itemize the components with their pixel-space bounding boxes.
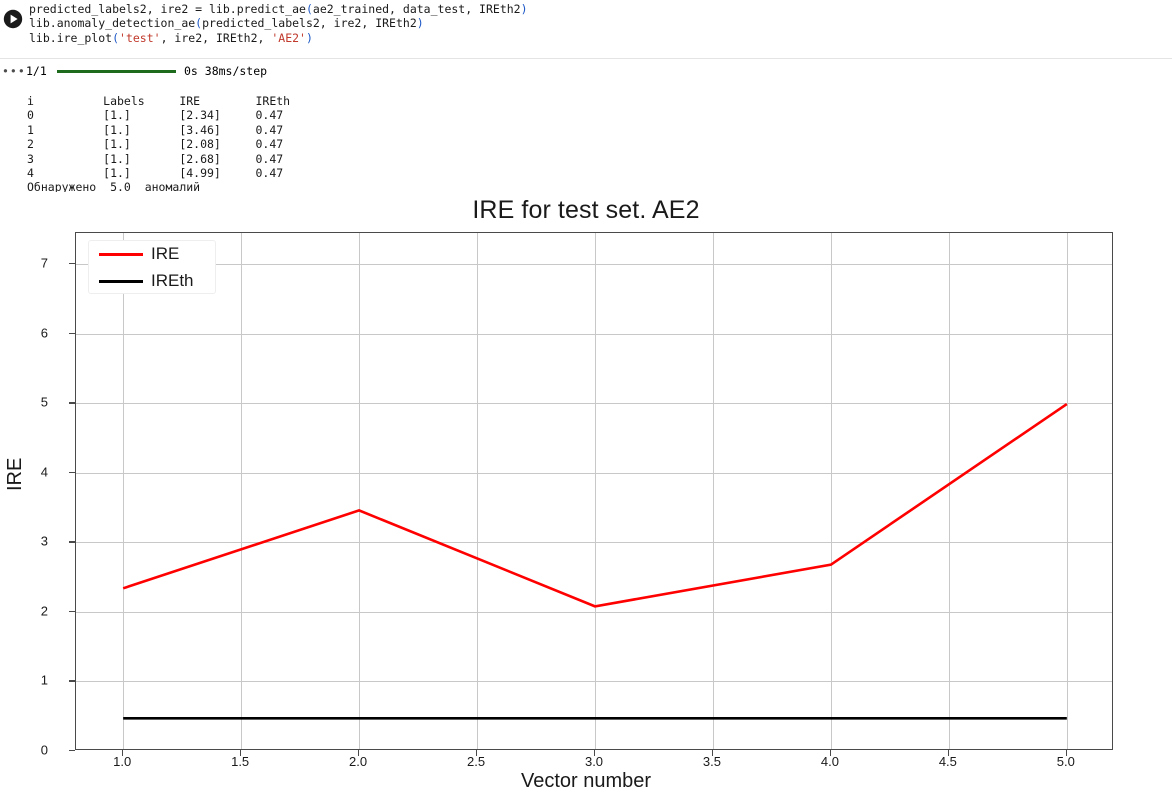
- x-tick-mark: [947, 750, 950, 756]
- x-tick-label: 3.5: [702, 754, 721, 769]
- gridline-horizontal: [76, 611, 1112, 613]
- x-tick-label: 3.0: [584, 754, 604, 769]
- code-line: lib.ire_plot('test', ire2, IREth2, 'AE2'…: [29, 31, 528, 45]
- x-tick-mark: [240, 750, 242, 756]
- plot-area: [75, 232, 1113, 750]
- legend-swatch-ireth: [99, 280, 143, 283]
- progress-timing-label: 0s 38ms/step: [184, 64, 268, 78]
- stdout-line: 2 [1.] [2.08] 0.47: [27, 137, 284, 152]
- y-tick-mark: [69, 610, 75, 613]
- legend-label: IRE: [151, 244, 180, 263]
- plot-lines: [76, 233, 1113, 750]
- matplotlib-figure: IRE for test set. AE2 IRE 0 1 2 3 4 5 6 7 1.0 1.5…: [0, 192, 1172, 792]
- x-tick-label: 4.0: [820, 754, 839, 769]
- stdout-line: i Labels IRE IREth: [27, 94, 291, 108]
- code-token: (: [195, 16, 203, 31]
- x-tick-mark: [1065, 750, 1067, 756]
- y-tick-label: 7: [40, 255, 48, 271]
- y-tick-label: 1: [40, 672, 48, 688]
- gridline-horizontal: [76, 403, 1112, 405]
- code-token: ): [520, 2, 528, 16]
- x-tick-mark: [122, 750, 124, 756]
- series-line-ire: [123, 404, 1067, 606]
- stdout-line: 0 [1.] [2.34] 0.47: [27, 108, 284, 123]
- x-tick-label: 1.5: [231, 754, 250, 769]
- code-token: lib.anomaly_detection_ae: [29, 16, 196, 31]
- gridline-vertical: [712, 233, 714, 749]
- stdout-line: 4 [1.] [4.99] 0.47: [27, 166, 284, 181]
- x-tick-mark: [711, 750, 714, 756]
- x-tick-label: 2.0: [349, 754, 368, 769]
- run-cell-button[interactable]: [2, 8, 24, 30]
- code-token: lib.ire_plot: [29, 30, 113, 45]
- x-tick-label: 4.5: [938, 754, 957, 769]
- x-tick-mark: [476, 750, 478, 756]
- code-token: (: [112, 30, 120, 45]
- gridline-vertical: [595, 233, 596, 749]
- y-tick-mark: [69, 332, 75, 334]
- code-token: predicted_labels2, ire2, IREth2: [202, 16, 417, 31]
- progress-count-label: 1/1: [26, 64, 47, 78]
- code-token: ae2_trained, data_test, IREth2: [312, 2, 521, 16]
- y-tick-mark: [69, 263, 75, 265]
- legend-swatch-ire: [99, 253, 143, 256]
- y-tick-label: 2: [40, 603, 48, 619]
- code-token: predicted_labels2, ire2 = lib.predict_ae: [29, 2, 306, 16]
- code-line: lib.anomaly_detection_ae(predicted_label…: [29, 16, 528, 30]
- gridline-vertical: [241, 233, 243, 749]
- progress-bar: [57, 70, 176, 73]
- y-tick-label: 6: [40, 325, 48, 341]
- y-tick-label: 5: [40, 394, 48, 410]
- code-token: ): [416, 16, 424, 31]
- gridline-vertical: [359, 233, 361, 749]
- x-tick-label: 5.0: [1056, 754, 1075, 769]
- gridline-vertical: [1066, 233, 1068, 749]
- y-tick-label: 0: [40, 742, 48, 758]
- code-token: 'test': [119, 30, 161, 45]
- gridline-vertical: [948, 233, 950, 749]
- code-token: 'AE2': [271, 30, 306, 45]
- notebook-cell: predicted_labels2, ire2 = lib.predict_ae…: [0, 0, 1172, 200]
- x-tick-mark: [829, 750, 832, 756]
- code-line: predicted_labels2, ire2 = lib.predict_ae…: [29, 2, 528, 16]
- code-token: , ire2, IREth2,: [160, 30, 272, 45]
- code-editor[interactable]: predicted_labels2, ire2 = lib.predict_ae…: [29, 2, 528, 45]
- y-tick-mark: [69, 750, 75, 752]
- chart-legend: IRE IREth: [88, 240, 216, 294]
- gridline-horizontal: [76, 542, 1112, 544]
- y-axis-label: IRE: [4, 457, 26, 491]
- code-token: ): [305, 30, 313, 45]
- gridline-vertical: [123, 233, 125, 749]
- gridline-horizontal: [76, 333, 1112, 335]
- gridline-vertical: [477, 233, 479, 749]
- y-tick-label: 4: [40, 464, 48, 480]
- gridline-vertical: [830, 233, 832, 749]
- gridline-horizontal: [76, 681, 1112, 683]
- output-collapse-ellipsis[interactable]: •••: [2, 64, 26, 78]
- y-tick-mark: [69, 471, 75, 474]
- execution-progress-row: ••• 1/1 0s 38ms/step: [0, 62, 500, 80]
- x-tick-label: 2.5: [466, 754, 486, 769]
- legend-entry: IRE: [89, 241, 215, 268]
- play-circle-icon: [3, 9, 23, 29]
- y-tick-label: 3: [40, 533, 48, 549]
- x-tick-label: 1.0: [113, 754, 132, 769]
- cell-stdout-output: i Labels IRE IREth 0 [1.] [2.34] 0.47 1 [1…: [27, 94, 290, 195]
- chart-title: IRE for test set. AE2: [472, 196, 700, 224]
- gridline-horizontal: [76, 264, 1112, 266]
- code-token: (: [305, 2, 313, 16]
- legend-label: IREth: [151, 271, 194, 290]
- x-tick-mark: [358, 750, 360, 756]
- y-tick-mark: [69, 541, 75, 543]
- stdout-line: 3 [1.] [2.68] 0.47: [27, 151, 284, 166]
- stdout-line: 1 [1.] [3.46] 0.47: [27, 122, 284, 137]
- y-tick-mark: [69, 402, 75, 404]
- gridline-horizontal: [76, 472, 1112, 474]
- cell-divider: [0, 58, 1172, 59]
- y-tick-mark: [69, 680, 75, 682]
- legend-entry: IREth: [89, 268, 215, 295]
- stdout-line: Обнаружено 5.0 аномалий: [27, 180, 201, 195]
- x-axis-label: Vector number: [520, 770, 652, 792]
- x-tick-mark: [594, 750, 596, 756]
